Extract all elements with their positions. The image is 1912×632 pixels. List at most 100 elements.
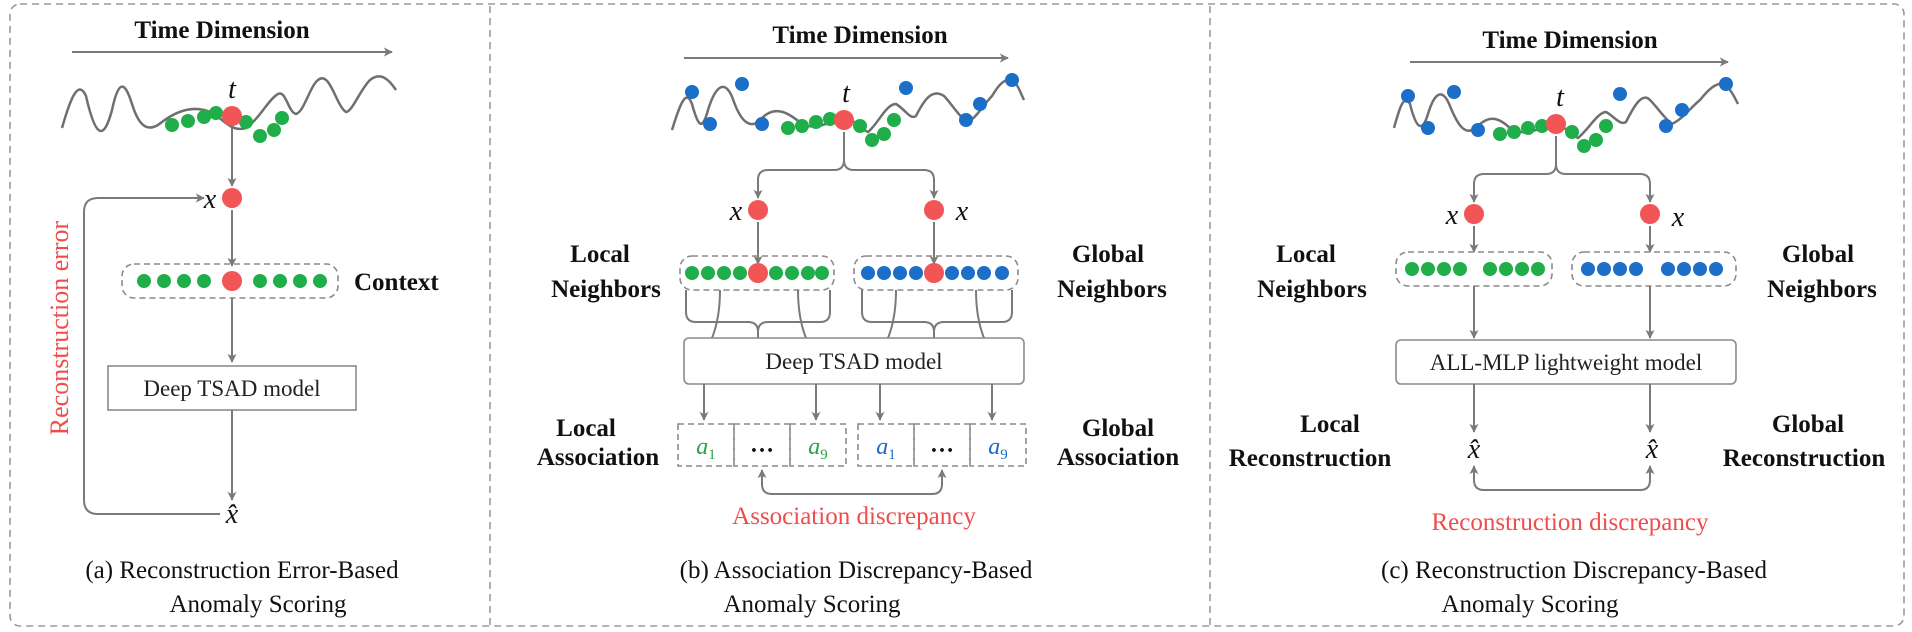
connector: [861, 290, 935, 338]
caption-b-line2: Anomaly Scoring: [723, 591, 901, 618]
local-x-label: x: [1445, 200, 1459, 231]
caption-b-line1: (b) Association Discrepancy-Based: [680, 557, 1033, 584]
green-point: [267, 123, 281, 137]
model-label: ALL-MLP lightweight model: [1430, 350, 1703, 375]
blue-point: [1597, 262, 1611, 276]
local-neighbors-label-2: Neighbors: [1257, 276, 1367, 303]
arrow-to-global-x: [1555, 163, 1655, 203]
ellipsis-global: …: [930, 432, 954, 458]
blue-point: [755, 117, 769, 131]
green-point: [823, 112, 837, 126]
cell-ellipsis-local: [733, 423, 791, 467]
local-neighbors-label-1: Local: [1276, 241, 1336, 268]
green-point: [701, 266, 715, 280]
blue-point: [735, 77, 749, 91]
green-point: [177, 274, 191, 288]
green-point: [293, 274, 307, 288]
blue-point: [961, 266, 975, 280]
green-point: [781, 121, 795, 135]
panel-c: Time Dimension t x x: [1229, 27, 1886, 618]
blue-point: [1005, 73, 1019, 87]
context-points-on-series: [165, 106, 289, 143]
blue-point: [945, 266, 959, 280]
green-point: [275, 111, 289, 125]
connector: [757, 290, 831, 333]
context-center-point: [222, 271, 242, 291]
green-point: [865, 133, 879, 147]
connector: [975, 289, 985, 339]
target-point-t: [222, 106, 242, 126]
local-association-label-1: Local: [556, 415, 616, 442]
context-box: [121, 263, 339, 299]
green-point: [1515, 262, 1529, 276]
model-output-arrows: [699, 384, 997, 421]
reconstruction-discrepancy-label: Reconstruction discrepancy: [1432, 509, 1709, 536]
model-box: [1395, 339, 1737, 385]
blue-point: [703, 117, 717, 131]
green-point: [197, 110, 211, 124]
blue-point: [977, 266, 991, 280]
blue-point: [1613, 87, 1627, 101]
global-neighbor-points: [1581, 262, 1723, 276]
green-point: [717, 266, 731, 280]
global-neighbors-label-1: Global: [1072, 241, 1144, 268]
blue-point: [1447, 85, 1461, 99]
green-point: [181, 114, 195, 128]
blue-point: [1709, 262, 1723, 276]
blue-point: [1661, 262, 1675, 276]
blue-point: [1613, 262, 1627, 276]
connector: [933, 290, 1013, 333]
caption-a-line2: Anomaly Scoring: [169, 591, 347, 618]
local-neighbor-points: [685, 266, 829, 280]
green-point: [313, 274, 327, 288]
green-point: [877, 127, 891, 141]
green-point: [769, 266, 783, 280]
x-label: x: [203, 184, 217, 215]
blue-point: [877, 266, 891, 280]
blue-point: [959, 113, 973, 127]
blue-point: [1677, 262, 1691, 276]
connector: [711, 289, 721, 339]
t-label: t: [1556, 82, 1565, 113]
reconstruction-discrepancy-arrow: [1469, 465, 1655, 491]
association-cells: [677, 423, 1027, 467]
global-reconstruction-label-2: Reconstruction: [1723, 445, 1886, 472]
local-neighbors-label-2: Neighbors: [551, 276, 661, 303]
outer-border: [9, 3, 1905, 627]
green-point: [887, 113, 901, 127]
context-label: Context: [354, 269, 439, 296]
green-point: [1521, 121, 1535, 135]
x-hat-label: x̂: [225, 499, 239, 530]
caption-c-line1: (c) Reconstruction Discrepancy-Based: [1381, 557, 1767, 584]
local-neighbor-points: [1405, 262, 1545, 276]
green-point: [733, 266, 747, 280]
green-point: [137, 274, 151, 288]
blue-point: [909, 266, 923, 280]
green-point: [685, 266, 699, 280]
local-association-label-2: Association: [537, 444, 659, 471]
cell-a9-global: [969, 423, 1027, 467]
blue-point: [1693, 262, 1707, 276]
t-label: t: [842, 78, 851, 109]
blue-point: [1659, 119, 1673, 133]
global-neighbor-points: [861, 266, 1009, 280]
green-point: [1499, 262, 1513, 276]
model-box: [683, 337, 1025, 385]
local-points-on-series: [781, 112, 901, 147]
blue-point: [1471, 123, 1485, 137]
blue-point: [1401, 89, 1415, 103]
arrow-to-local-x: [753, 132, 845, 199]
local-center-point: [748, 263, 768, 283]
blue-point: [1629, 262, 1643, 276]
green-point: [1405, 262, 1419, 276]
arrow-to-global-x: [843, 159, 939, 199]
green-point: [1577, 139, 1591, 153]
global-neighbors-label-2: Neighbors: [1767, 276, 1877, 303]
local-x-point: [1464, 204, 1484, 224]
global-neighbors-box: [1571, 251, 1737, 287]
connector: [685, 290, 759, 338]
green-point: [809, 115, 823, 129]
cell-a1-local: [677, 423, 735, 467]
green-point: [1531, 262, 1545, 276]
